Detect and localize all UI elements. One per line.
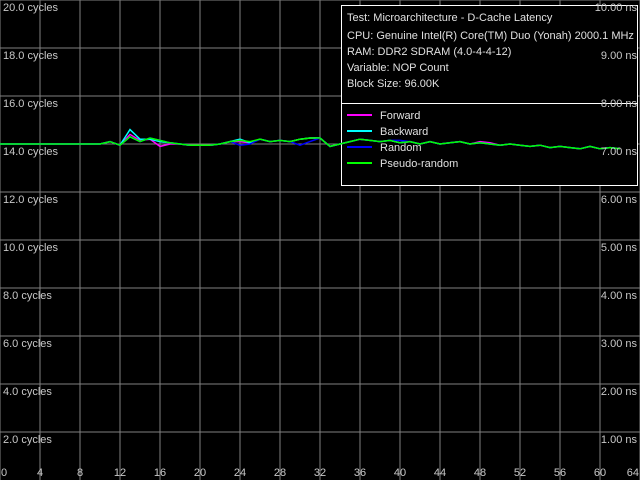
y2-tick-label: 6.00 ns xyxy=(601,194,638,206)
y-tick-label: 10.0 cycles xyxy=(3,242,59,254)
x-tick-label: 48 xyxy=(474,467,486,479)
y-tick-label: 20.0 cycles xyxy=(3,2,59,14)
x-tick-label: 40 xyxy=(394,467,406,479)
y-tick-label: 8.0 cycles xyxy=(3,290,52,302)
y2-tick-label: 2.00 ns xyxy=(601,386,638,398)
series-line xyxy=(0,135,621,150)
info-line: Block Size: 96.00K xyxy=(347,78,440,90)
x-tick-label: 60 xyxy=(594,467,606,479)
y-tick-label: 16.0 cycles xyxy=(3,98,59,110)
info-line: Variable: NOP Count xyxy=(347,62,449,74)
x-tick-label: 16 xyxy=(154,467,166,479)
info-box: Test: Microarchitecture - D-Cache Latenc… xyxy=(341,5,638,186)
y2-tick-label: 3.00 ns xyxy=(601,338,638,350)
x-tick-label: 36 xyxy=(354,467,366,479)
x-tick-label: 32 xyxy=(314,467,326,479)
y2-tick-label: 4.00 ns xyxy=(601,290,638,302)
y-tick-label: 6.0 cycles xyxy=(3,338,52,350)
x-tick-label: 56 xyxy=(554,467,566,479)
y2-tick-label: 10.00 ns xyxy=(595,2,638,14)
legend-label: Random xyxy=(380,142,422,154)
y2-tick-label: 5.00 ns xyxy=(601,242,638,254)
x-tick-label: 0 xyxy=(1,467,7,479)
x-tick-label: 64 xyxy=(627,467,639,479)
legend-label: Pseudo-random xyxy=(380,158,458,170)
y-tick-label: 2.0 cycles xyxy=(3,434,52,446)
x-tick-label: 52 xyxy=(514,467,526,479)
y-tick-label: 12.0 cycles xyxy=(3,194,59,206)
y-tick-label: 4.0 cycles xyxy=(3,386,52,398)
x-tick-label: 12 xyxy=(114,467,126,479)
x-tick-label: 24 xyxy=(234,467,246,479)
x-tick-label: 8 xyxy=(77,467,83,479)
info-box-frame xyxy=(341,5,638,186)
legend-label: Forward xyxy=(380,110,420,122)
x-tick-label: 44 xyxy=(434,467,446,479)
x-tick-label: 20 xyxy=(194,467,206,479)
y2-tick-label: 8.00 ns xyxy=(601,98,638,110)
info-line: CPU: Genuine Intel(R) Core(TM) Duo (Yona… xyxy=(347,30,634,42)
y2-tick-label: 9.00 ns xyxy=(601,50,638,62)
y-tick-label: 18.0 cycles xyxy=(3,50,59,62)
y2-tick-label: 7.00 ns xyxy=(601,146,638,158)
x-tick-label: 28 xyxy=(274,467,286,479)
y2-tick-label: 1.00 ns xyxy=(601,434,638,446)
info-line: Test: Microarchitecture - D-Cache Latenc… xyxy=(347,12,553,24)
legend-label: Backward xyxy=(380,126,428,138)
y-tick-label: 14.0 cycles xyxy=(3,146,59,158)
info-line: RAM: DDR2 SDRAM (4.0-4-4-12) xyxy=(347,46,511,58)
x-tick-label: 4 xyxy=(37,467,43,479)
